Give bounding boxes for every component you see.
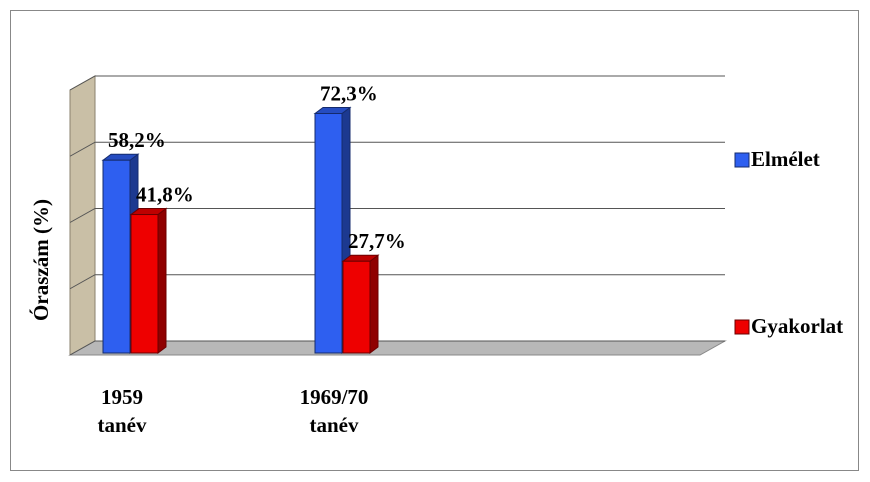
x-tick-label: 1959 tanév bbox=[97, 385, 147, 437]
data-label: 41,8% bbox=[136, 182, 194, 206]
legend-swatch bbox=[734, 152, 750, 168]
legend-label: Elmélet bbox=[751, 147, 820, 171]
data-label: 58,2% bbox=[108, 128, 166, 152]
bar bbox=[314, 113, 343, 354]
bar bbox=[342, 260, 371, 354]
bar-side bbox=[157, 207, 167, 354]
legend-label: Gyakorlat bbox=[751, 314, 843, 338]
grid-line bbox=[69, 141, 725, 157]
bar-side bbox=[369, 254, 379, 354]
grid-line bbox=[69, 274, 725, 290]
legend-swatch bbox=[734, 319, 750, 335]
floor bbox=[68, 340, 727, 356]
x-tick-label: 1969/70 tanév bbox=[299, 385, 369, 437]
y-axis-label: Óraszám (%) bbox=[29, 199, 53, 321]
bar bbox=[130, 214, 159, 354]
grid-line bbox=[69, 340, 725, 356]
bar bbox=[102, 159, 131, 354]
grid-line bbox=[69, 208, 725, 223]
data-label: 27,7% bbox=[348, 229, 406, 253]
grid-line bbox=[69, 75, 725, 91]
data-label: 72,3% bbox=[320, 81, 378, 105]
